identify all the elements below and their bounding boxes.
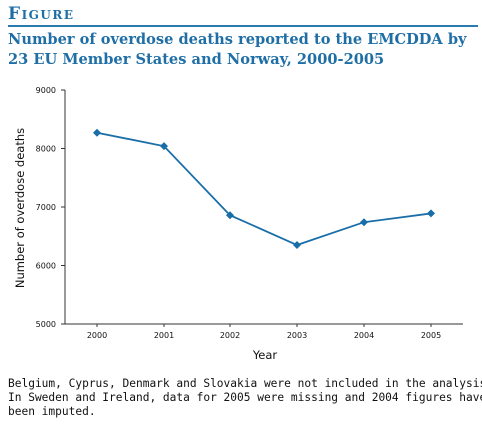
data-point-marker — [160, 142, 168, 151]
y-tick-label: 9000 — [36, 86, 56, 95]
chart-axes — [64, 90, 463, 325]
y-axis-label: Number of overdose deaths — [13, 128, 27, 288]
x-tick-label: 2002 — [220, 331, 240, 340]
x-axis-label: Year — [252, 348, 278, 362]
data-point-marker — [360, 218, 368, 227]
y-ticks: 5000 6000 7000 8000 9000 — [36, 86, 65, 329]
y-tick-label: 5000 — [36, 320, 56, 329]
caption-line-3: been imputed. — [8, 405, 96, 418]
x-tick-label: 2000 — [87, 331, 107, 340]
x-tick-label: 2001 — [154, 331, 174, 340]
series-line — [96, 131, 432, 246]
x-tick-label: 2005 — [421, 331, 441, 340]
data-point-marker — [93, 128, 101, 137]
chart-title-line-2: 23 EU Member States and Norway, 2000-200… — [8, 51, 385, 68]
series-group — [93, 128, 435, 250]
x-tick-label: 2004 — [354, 331, 374, 340]
x-tick-label: 2003 — [287, 331, 307, 340]
header-divider — [8, 25, 478, 27]
chart-title-line-1: Number of overdose deaths reported to th… — [8, 31, 467, 48]
caption-line-2: In Sweden and Ireland, data for 2005 wer… — [8, 391, 482, 404]
figure-label: Figure — [8, 4, 75, 24]
y-tick-label: 7000 — [36, 203, 56, 212]
caption-line-1: Belgium, Cyprus, Denmark and Slovakia we… — [8, 377, 482, 390]
data-point-marker — [427, 209, 435, 218]
data-point-marker — [226, 211, 234, 220]
data-point-marker — [293, 241, 301, 250]
x-ticks: 2000 2001 2002 2003 2004 2005 — [87, 324, 441, 340]
y-tick-label: 8000 — [36, 145, 56, 154]
chart-title: Number of overdose deaths reported to th… — [8, 30, 478, 70]
figure-caption: Belgium, Cyprus, Denmark and Slovakia we… — [8, 377, 482, 419]
y-tick-label: 6000 — [36, 262, 56, 271]
